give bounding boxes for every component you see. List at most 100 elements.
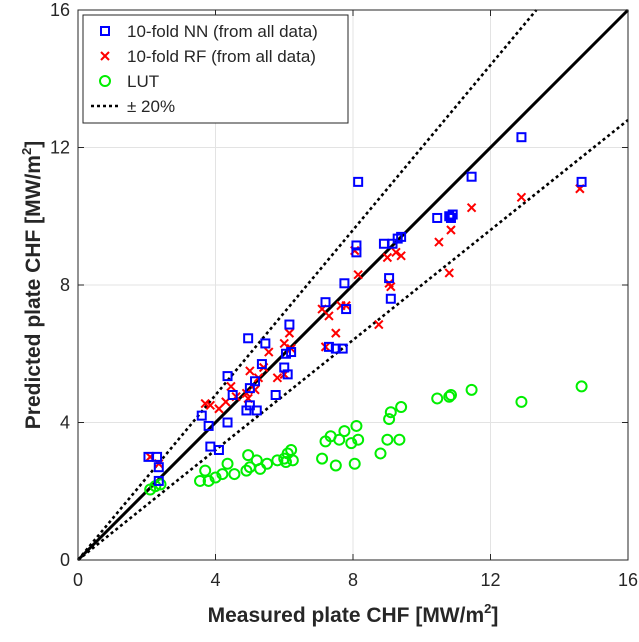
legend-label: 10-fold RF (from all data) — [127, 47, 316, 66]
legend-marker-swatch — [99, 75, 111, 87]
nn-data-point — [153, 475, 164, 486]
nn-data-point — [516, 132, 527, 143]
rf-data-point — [374, 319, 384, 330]
nn-data-point — [341, 304, 352, 315]
rf-data-point — [279, 338, 289, 349]
rf-data-point — [391, 247, 401, 258]
nn-data-point — [323, 341, 334, 352]
nn-data-point — [243, 333, 254, 344]
lut-data-point — [465, 383, 478, 396]
y-axis-label: Predicted plate CHF [MW/m2] — [19, 141, 45, 429]
lut-data-point — [271, 454, 284, 467]
lut-data-point — [221, 457, 234, 470]
nn-data-point — [152, 451, 163, 462]
rf-data-point — [396, 251, 406, 261]
reference-lines — [76, 8, 630, 562]
lut-data-point — [374, 447, 387, 460]
identity-line — [76, 8, 630, 562]
nn-data-point — [351, 247, 362, 258]
legend-label: 10-fold NN (from all data) — [127, 22, 318, 41]
legend: 10-fold NN (from all data) 10-fold RF (fr… — [82, 14, 349, 124]
nn-data-point — [330, 343, 341, 354]
nn-data-point — [196, 410, 207, 421]
lut-data-point — [444, 389, 457, 401]
x-tick-label: 0 — [73, 570, 83, 590]
nn-data-point — [250, 376, 261, 387]
lut-data-point — [443, 390, 456, 403]
x-tick-label: 16 — [618, 570, 638, 590]
lut-data-point — [228, 468, 241, 481]
nn-data-point — [244, 383, 255, 394]
nn-data-point — [337, 343, 348, 354]
nn-data-point — [384, 273, 395, 284]
lut-data-point — [329, 459, 342, 472]
nn-data-point — [153, 462, 164, 473]
nn-data-point — [282, 369, 293, 380]
lut-data-point — [279, 456, 292, 469]
rf-data-point — [466, 202, 477, 213]
rf-data-point — [284, 328, 295, 338]
legend-entry: ± 20% — [91, 97, 175, 116]
nn-data-point — [227, 390, 238, 400]
legend-label: ± 20% — [127, 97, 175, 116]
legend-entry: LUT — [99, 72, 159, 91]
x-axis-label: Measured plate CHF [MW/m2] — [208, 601, 499, 627]
nn-data-point — [432, 212, 443, 223]
nn-data-point — [286, 347, 297, 358]
legend-box — [82, 14, 349, 124]
lut-data-point — [393, 433, 406, 446]
nn-data-point — [203, 420, 214, 431]
lut-data-point — [384, 406, 397, 419]
nn-data-point — [466, 171, 477, 182]
axis-ticks: 0 4 8 12 16 0 4 8 12 16 — [50, 0, 638, 590]
rf-data-point — [386, 282, 396, 292]
nn-data-point — [385, 293, 396, 304]
lut-data-point — [209, 471, 222, 484]
y-tick-label: 12 — [50, 138, 70, 158]
rf-data-point — [444, 268, 454, 278]
lut-data-point — [216, 468, 229, 481]
nn-data-point — [387, 238, 398, 249]
lut-data-point — [381, 433, 394, 446]
lut-data-point — [338, 425, 351, 438]
rf-data-point — [200, 398, 210, 409]
rf-data-point — [434, 237, 444, 247]
nn-data-point — [353, 176, 364, 187]
nn-data-point — [260, 338, 271, 349]
nn-data-point — [256, 359, 267, 370]
nn-data-point — [576, 176, 587, 187]
nn-data-point — [270, 390, 281, 400]
nn-data-point — [339, 278, 350, 289]
lut-data-point — [316, 452, 329, 465]
nn-data-point — [320, 297, 331, 308]
lut-data-point — [350, 419, 363, 432]
nn-data-point — [222, 417, 233, 428]
lut-data-point — [194, 474, 207, 487]
nn-data-point — [284, 319, 295, 330]
rf-data-point — [264, 347, 274, 357]
rf-data-point — [245, 366, 255, 376]
rf-data-point — [324, 311, 334, 321]
x-tick-label: 12 — [480, 570, 500, 590]
rf-data-point — [226, 381, 236, 392]
lut-data-point — [261, 457, 274, 470]
y-tick-label: 8 — [60, 275, 70, 295]
lut-data-point — [348, 457, 361, 470]
plus-minus-20-percent-line — [77, 9, 538, 561]
legend-entry: 10-fold RF (from all data) — [100, 47, 316, 66]
nn-data-point — [447, 209, 458, 220]
nn-data-point — [251, 405, 262, 416]
legend-marker-swatch — [100, 26, 110, 36]
nn-data-point — [213, 445, 224, 455]
x-tick-label: 8 — [348, 570, 358, 590]
rf-data-point — [353, 269, 363, 280]
y-tick-label: 16 — [50, 0, 70, 20]
rf-data-point — [205, 400, 216, 411]
rf-data-point — [331, 328, 341, 338]
rf-data-point — [382, 252, 393, 263]
data-points — [143, 132, 588, 496]
lut-data-point — [333, 433, 346, 446]
rf-data-point — [241, 388, 252, 398]
